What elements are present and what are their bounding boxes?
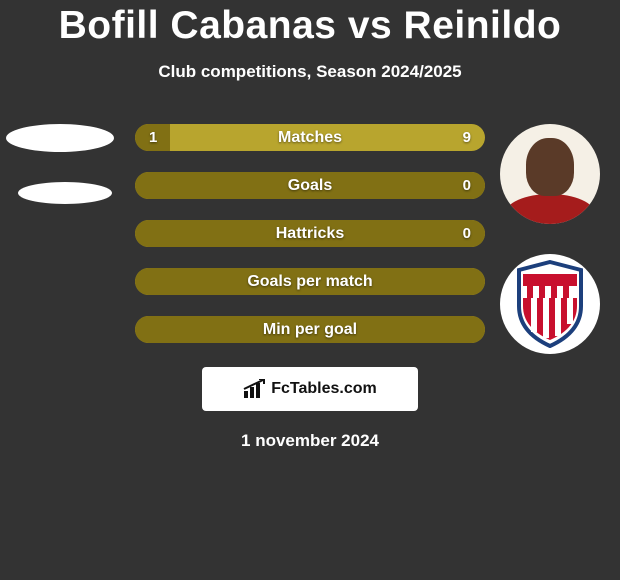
atletico-shield-icon (513, 260, 587, 348)
stat-value-right: 0 (463, 177, 471, 194)
player-avatar (500, 124, 600, 224)
site-badge-label: FcTables.com (271, 380, 377, 398)
stat-label: Goals per match (247, 273, 372, 291)
stat-value-right: 0 (463, 225, 471, 242)
left-player-column (6, 124, 114, 204)
stat-label: Matches (278, 129, 342, 147)
stat-bar: Min per goal (135, 316, 485, 343)
stat-bar: Goals per match (135, 268, 485, 295)
stat-bar: Goals 0 (135, 172, 485, 199)
date-label: 1 november 2024 (0, 431, 620, 451)
club-logo (500, 254, 600, 354)
site-badge: FcTables.com (202, 367, 418, 411)
stat-value-right: 9 (463, 129, 471, 146)
stat-bar: Hattricks 0 (135, 220, 485, 247)
chart-icon (243, 379, 267, 399)
stat-value-left: 1 (149, 129, 157, 146)
subtitle: Club competitions, Season 2024/2025 (0, 62, 620, 82)
right-player-column (500, 124, 600, 354)
stat-label: Hattricks (276, 225, 344, 243)
stat-label: Goals (288, 177, 332, 195)
page-title: Bofill Cabanas vs Reinildo (0, 0, 620, 48)
stat-bars: 1 Matches 9 Goals 0 Hattricks 0 Goals per match… (135, 124, 485, 343)
stat-bar: 1 Matches 9 (135, 124, 485, 151)
stat-label: Min per goal (263, 321, 357, 339)
player-placeholder-1 (6, 124, 114, 152)
comparison-content: 1 Matches 9 Goals 0 Hattricks 0 Goals per match… (0, 124, 620, 451)
player-placeholder-2 (18, 182, 112, 204)
